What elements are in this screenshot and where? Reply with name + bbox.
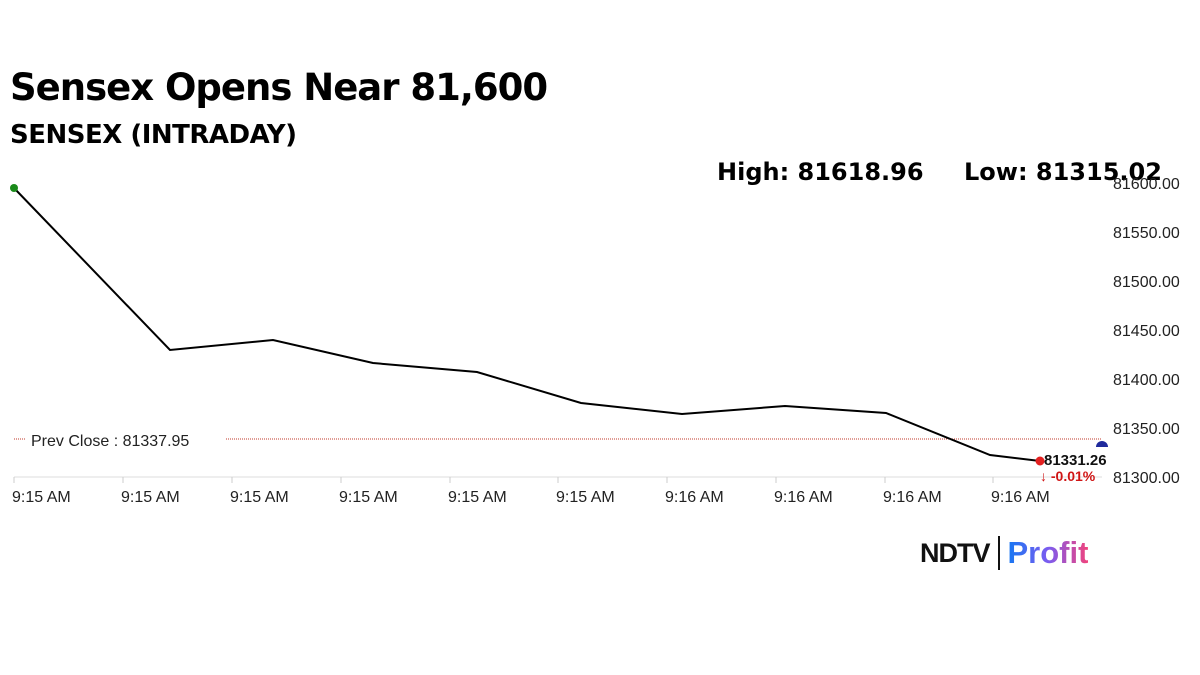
- x-tick: 9:15 AM: [448, 489, 507, 506]
- logo-divider: [997, 536, 1000, 570]
- logo-profit: Profit: [1007, 535, 1089, 570]
- high-label: High: 81618.96: [717, 158, 924, 186]
- current-marker: [1096, 441, 1108, 447]
- change-label: ↓ -0.01%: [1040, 468, 1096, 484]
- low-label: Low: 81315.02: [964, 158, 1162, 186]
- x-tick: 9:15 AM: [230, 489, 289, 506]
- x-tick: 9:15 AM: [12, 489, 71, 506]
- last-point-dot: [1035, 456, 1045, 466]
- y-tick: 81350.00: [1113, 421, 1180, 438]
- x-tick: 9:16 AM: [665, 489, 724, 506]
- y-tick: 81550.00: [1113, 225, 1180, 242]
- x-tick: 9:16 AM: [991, 489, 1050, 506]
- x-tick: 9:15 AM: [339, 489, 398, 506]
- x-tick: 9:15 AM: [556, 489, 615, 506]
- x-tick: 9:16 AM: [883, 489, 942, 506]
- chart-subtitle: SENSEX (INTRADAY): [10, 120, 297, 150]
- start-point-dot: [10, 184, 18, 192]
- series-line: [13, 187, 1041, 462]
- logo-ndtv: NDTV: [920, 537, 990, 568]
- y-tick: 81500.00: [1113, 274, 1180, 291]
- x-axis-labels: 9:15 AM 9:15 AM 9:15 AM 9:15 AM 9:15 AM …: [12, 489, 1050, 506]
- y-tick: 81300.00: [1113, 470, 1180, 487]
- x-tick: 9:15 AM: [121, 489, 180, 506]
- y-tick: 81450.00: [1113, 323, 1180, 340]
- page-title: Sensex Opens Near 81,600: [10, 66, 548, 109]
- prev-close-label: Prev Close : 81337.95: [31, 433, 189, 450]
- ndtv-profit-logo: NDTV Profit: [920, 533, 1088, 573]
- y-tick: 81600.00: [1113, 176, 1180, 193]
- y-tick: 81400.00: [1113, 372, 1180, 389]
- x-tick: 9:16 AM: [774, 489, 833, 506]
- y-axis-labels: 81600.00 81550.00 81500.00 81450.00 8140…: [1113, 176, 1180, 487]
- last-value-label: 81331.26: [1044, 452, 1107, 469]
